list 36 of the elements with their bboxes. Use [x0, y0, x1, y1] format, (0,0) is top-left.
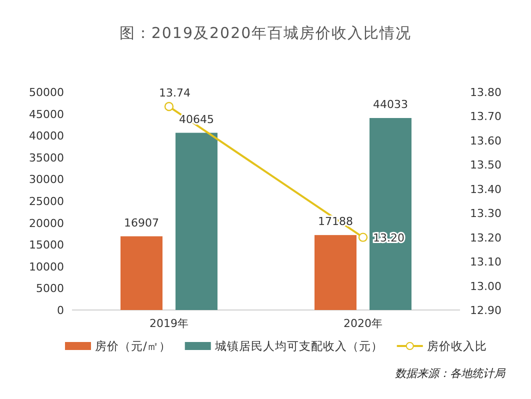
y-tick-label: 45000 [29, 108, 64, 121]
data-label: 13.74 [159, 86, 190, 100]
y2-tick-label: 13.30 [470, 207, 502, 220]
y-tick-label: 50000 [29, 86, 64, 99]
y-tick-label: 15000 [29, 238, 64, 252]
y-tick-label: 20000 [29, 216, 64, 230]
data-label: 44033 [373, 98, 408, 112]
y-tick-label: 10000 [29, 260, 64, 274]
y2-tick-label: 13.80 [470, 86, 502, 99]
bar [370, 118, 412, 310]
legend-label: 房价收入比 [426, 339, 487, 353]
source-note: 数据来源：各地统计局 [395, 367, 506, 380]
y2-tick-label: 13.70 [470, 110, 502, 124]
bar [176, 132, 218, 310]
y-tick-label: 25000 [29, 195, 64, 208]
y-tick-label: 0 [57, 304, 64, 317]
bar [120, 236, 162, 310]
bar [314, 235, 356, 310]
data-label: 16907 [124, 216, 159, 230]
y-tick-label: 5000 [36, 282, 64, 296]
legend-label: 城镇居民人均可支配收入（元） [214, 339, 383, 353]
chart-title: 图：2019及2020年百城房价收入比情况 [119, 24, 412, 42]
y2-tick-label: 13.60 [470, 134, 502, 148]
y2-tick-label: 13.40 [470, 182, 502, 196]
data-label: 13.20 [373, 231, 404, 244]
y-tick-label: 30000 [29, 173, 64, 186]
y2-tick-label: 13.20 [470, 231, 502, 244]
y-tick-label: 40000 [29, 130, 64, 143]
y2-tick-label: 12.90 [470, 304, 502, 317]
y-tick-label: 35000 [29, 151, 64, 164]
x-tick-label: 2020年 [344, 317, 382, 330]
y2-tick-label: 13.50 [470, 158, 502, 172]
legend-label: 房价（元/㎡） [95, 339, 171, 353]
y2-tick-label: 13.00 [470, 280, 502, 293]
y2-tick-label: 13.10 [470, 256, 502, 269]
x-tick-label: 2019年 [150, 317, 188, 330]
